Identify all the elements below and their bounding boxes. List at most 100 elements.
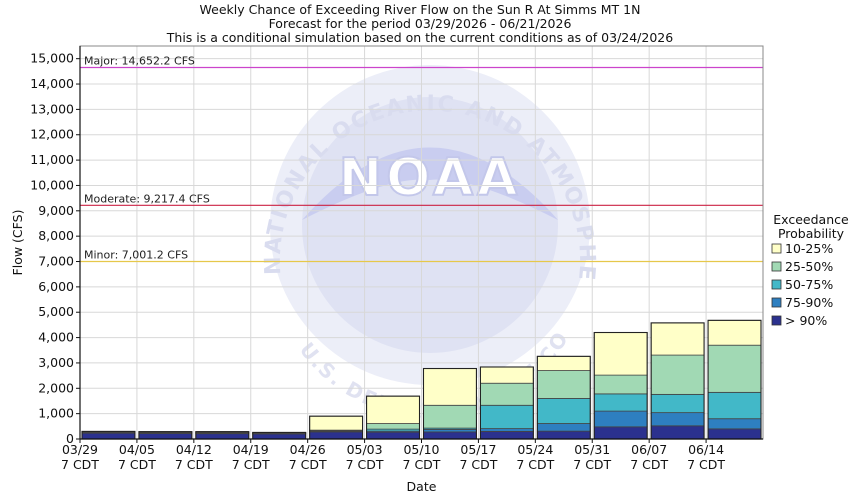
legend-item: > 90% — [771, 313, 827, 328]
y-tick-label: 14,000 — [30, 76, 74, 91]
watermark-logo-text: NOAA — [339, 148, 522, 208]
y-tick-label: 8,000 — [38, 228, 74, 243]
x-tick-label-date: 04/19 — [233, 442, 269, 457]
bar-segment — [480, 428, 534, 432]
chart-title-line-2: Forecast for the period 03/29/2026 - 06/… — [268, 16, 572, 31]
y-tick-label: 13,000 — [30, 101, 74, 116]
bar-stack — [138, 431, 193, 440]
y-axis-label: Flow (CFS) — [10, 210, 25, 276]
y-tick-label: 11,000 — [30, 152, 74, 167]
x-tick-label-time: 7 CDT — [573, 457, 611, 472]
legend-label: 75-90% — [785, 295, 833, 310]
y-tick-label: 9,000 — [38, 203, 74, 218]
bar-segment — [252, 433, 307, 440]
bar-stack — [650, 322, 705, 440]
bar-segment — [593, 426, 648, 440]
bar-segment — [593, 393, 648, 412]
y-tick-label: 3,000 — [38, 355, 74, 370]
bar-segment — [593, 374, 648, 395]
x-tick-label-date: 06/14 — [688, 442, 724, 457]
x-tick-label-time: 7 CDT — [687, 457, 725, 472]
legend-label: > 90% — [785, 313, 827, 328]
bar-stack — [366, 395, 421, 440]
bar-stack — [81, 430, 136, 440]
bar-segment — [650, 393, 705, 414]
bar-stack — [536, 355, 591, 440]
legend-swatch — [771, 315, 782, 326]
bar-stack — [195, 431, 250, 440]
bar-segment — [536, 430, 591, 440]
y-tick-label: 1,000 — [38, 406, 74, 421]
bar-segment — [536, 423, 591, 432]
bar-segment — [309, 431, 363, 440]
legend-swatch — [771, 261, 782, 272]
bar-segment — [536, 370, 591, 399]
bar-segment — [707, 391, 762, 420]
legend-swatch — [771, 243, 782, 254]
bar-segment — [81, 432, 136, 440]
y-tick-label: 12,000 — [30, 127, 74, 142]
y-tick-label: 7,000 — [38, 254, 74, 269]
y-tick-label: 6,000 — [38, 279, 74, 294]
bar-segment — [366, 431, 420, 440]
bar-segment — [480, 430, 534, 440]
bar-segment — [593, 410, 648, 428]
bar-segment — [480, 366, 534, 384]
bar-segment — [480, 404, 534, 430]
threshold-label: Moderate: 9,217.4 CFS — [84, 192, 210, 205]
bar-segment — [707, 428, 762, 440]
x-tick-label-time: 7 CDT — [61, 457, 99, 472]
watermark-inner-disc — [302, 97, 558, 353]
x-tick-label-date: 05/31 — [574, 442, 610, 457]
bar-stack — [252, 431, 307, 440]
bar-segment — [138, 433, 193, 440]
x-tick-label-date: 05/03 — [347, 442, 383, 457]
x-tick-label-time: 7 CDT — [175, 457, 213, 472]
chart-title-line-1: Weekly Chance of Exceeding River Flow on… — [199, 2, 641, 17]
x-tick-label-date: 06/07 — [631, 442, 667, 457]
bar-segment — [309, 415, 363, 431]
bar-segment — [366, 423, 420, 430]
x-tick-label-date: 04/26 — [290, 442, 326, 457]
chart-title-line-3: This is a conditional simulation based o… — [166, 30, 674, 45]
bar-stack — [707, 319, 762, 440]
x-tick-label-date: 04/05 — [119, 442, 155, 457]
y-tick-labels: 0 1,000 2,000 3,000 4,000 5,000 6,000 7,000 8,00… — [30, 51, 80, 446]
x-tick-label-time: 7 CDT — [232, 457, 270, 472]
x-axis-label: Date — [407, 479, 437, 494]
y-tick-label: 0 — [66, 431, 74, 446]
bar-segment — [707, 418, 762, 430]
bar-segment — [423, 431, 477, 440]
legend-item: 50-75% — [771, 277, 833, 292]
legend-title-line-1: Exceedance — [773, 212, 849, 227]
y-tick-label: 15,000 — [30, 51, 74, 66]
legend-item: 10-25% — [771, 241, 833, 256]
bar-segment — [593, 332, 648, 376]
x-tick-label-date: 05/10 — [403, 442, 439, 457]
y-tick-label: 4,000 — [38, 330, 74, 345]
threshold-label: Minor: 7,001.2 CFS — [84, 248, 188, 261]
y-tick-label: 5,000 — [38, 304, 74, 319]
bar-segment — [423, 368, 477, 406]
legend-label: 25-50% — [785, 259, 833, 274]
bar-segment — [707, 344, 762, 393]
bar-segment — [195, 433, 250, 440]
x-tick-label-time: 7 CDT — [459, 457, 497, 472]
x-tick-label-date: 04/12 — [176, 442, 212, 457]
x-tick-label-time: 7 CDT — [403, 457, 441, 472]
x-tick-label-date: 03/29 — [62, 442, 98, 457]
x-tick-label-date: 05/24 — [517, 442, 553, 457]
bar-segment — [480, 382, 534, 406]
watermark-bird-shape — [302, 147, 558, 220]
bar-segment — [650, 425, 705, 440]
bar-stack — [479, 366, 534, 440]
threshold-lines: Major: 14,652.2 CFS Moderate: 9,217.4 CFS… — [80, 54, 763, 263]
bar-segment — [650, 354, 705, 395]
threshold-label: Major: 14,652.2 CFS — [84, 54, 195, 67]
bar-segment — [536, 355, 591, 371]
bar-stack — [422, 367, 477, 440]
bar-stack — [593, 331, 648, 440]
